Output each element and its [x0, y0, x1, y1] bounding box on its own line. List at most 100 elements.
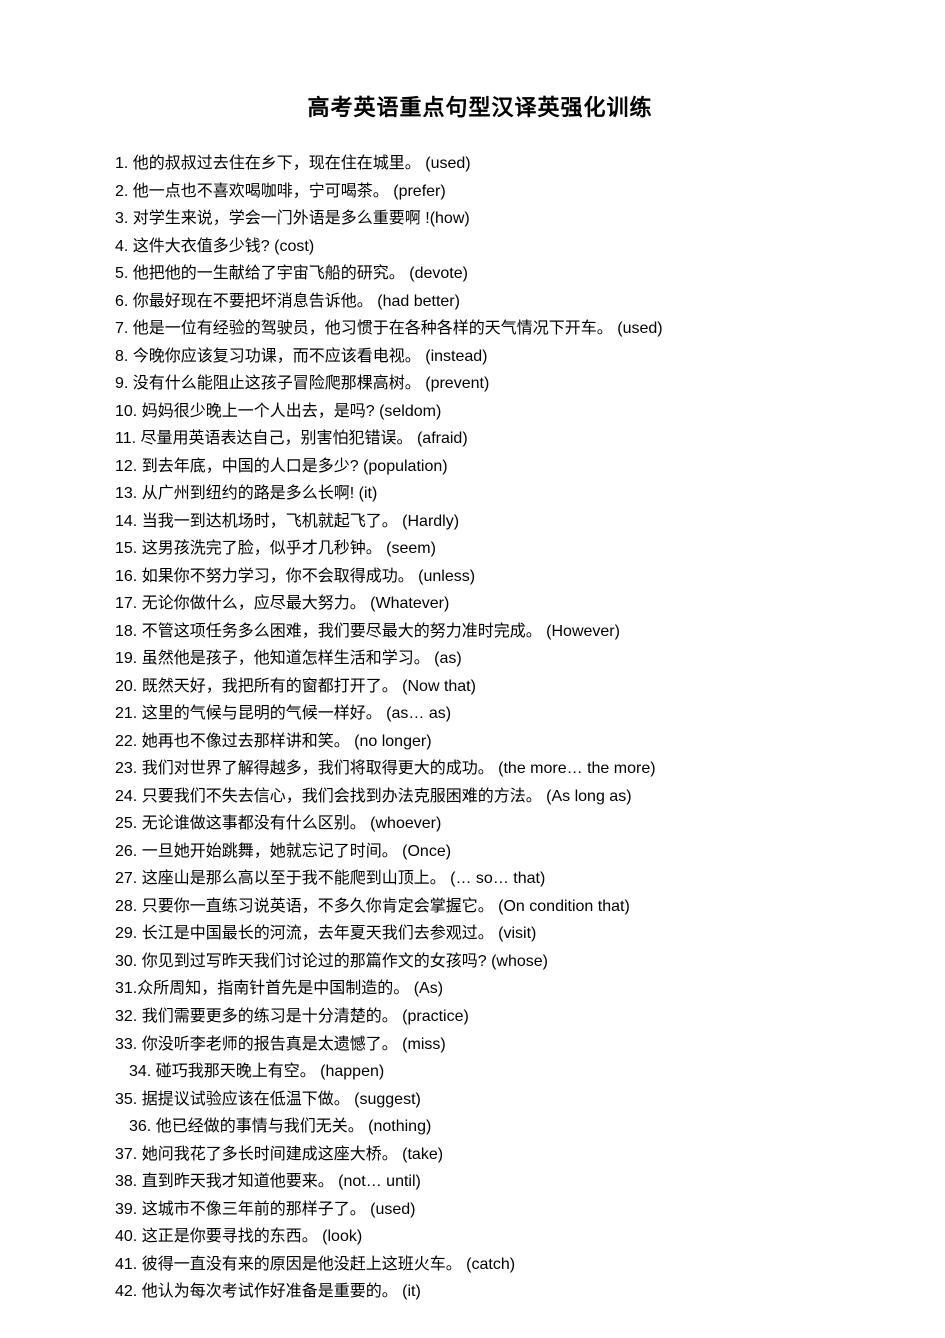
item-sentence: 这件大衣值多少钱?	[128, 238, 269, 255]
item-sentence: 彼得一直没有来的原因是他没赶上这班火车。	[137, 1256, 461, 1273]
list-item: 11. 尽量用英语表达自己，别害怕犯错误。 (afraid)	[115, 425, 845, 453]
list-item: 37. 她问我花了多长时间建成这座大桥。 (take)	[115, 1141, 845, 1169]
list-item: 38. 直到昨天我才知道他要来。 (not… until)	[115, 1168, 845, 1196]
list-item: 18. 不管这项任务多么困难，我们要尽最大的努力准时完成。 (However)	[115, 618, 845, 646]
item-hint: (unless)	[418, 568, 475, 585]
list-item: 27. 这座山是那么高以至于我不能爬到山顶上。 (… so… that)	[115, 865, 845, 893]
item-hint: (… so… that)	[450, 870, 545, 887]
list-item: 25. 无论谁做这事都没有什么区别。 (whoever)	[115, 810, 845, 838]
item-hint: (On condition that)	[498, 898, 630, 915]
item-number: 1.	[115, 155, 128, 172]
list-item: 22. 她再也不像过去那样讲和笑。 (no longer)	[115, 728, 845, 756]
list-item: 28. 只要你一直练习说英语，不多久你肯定会掌握它。 (On condition…	[115, 893, 845, 921]
item-sentence: 她问我花了多长时间建成这座大桥。	[137, 1146, 397, 1163]
item-hint: (cost)	[274, 238, 314, 255]
item-sentence: 尽量用英语表达自己，别害怕犯错误。	[136, 430, 412, 447]
list-item: 42. 他认为每次考试作好准备是重要的。 (it)	[115, 1278, 845, 1306]
item-hint: (used)	[617, 320, 662, 337]
item-number: 18.	[115, 623, 137, 640]
list-item: 36. 他已经做的事情与我们无关。 (nothing)	[115, 1113, 845, 1141]
item-number: 29.	[115, 925, 137, 942]
item-sentence: 这城市不像三年前的那样子了。	[137, 1201, 365, 1218]
item-sentence: 他认为每次考试作好准备是重要的。	[137, 1283, 397, 1300]
item-number: 13.	[115, 485, 137, 502]
item-number: 8.	[115, 348, 128, 365]
list-item: 2. 他一点也不喜欢喝咖啡，宁可喝茶。 (prefer)	[115, 178, 845, 206]
list-item: 24. 只要我们不失去信心，我们会找到办法克服困难的方法。 (As long a…	[115, 783, 845, 811]
item-number: 40.	[115, 1228, 137, 1245]
item-hint: (prevent)	[425, 375, 489, 392]
item-sentence: 他把他的一生献给了宇宙飞船的研究。	[128, 265, 404, 282]
list-item: 12. 到去年底，中国的人口是多少? (population)	[115, 453, 845, 481]
item-hint: (happen)	[320, 1063, 384, 1080]
item-hint: (used)	[425, 155, 470, 172]
item-sentence: 据提议试验应该在低温下做。	[137, 1091, 349, 1108]
item-hint: (whose)	[491, 953, 548, 970]
item-number: 25.	[115, 815, 137, 832]
item-number: 41.	[115, 1256, 137, 1273]
item-hint: (population)	[363, 458, 448, 475]
item-sentence: 只要我们不失去信心，我们会找到办法克服困难的方法。	[137, 788, 541, 805]
list-item: 8. 今晚你应该复习功课，而不应该看电视。 (instead)	[115, 343, 845, 371]
item-sentence: 这座山是那么高以至于我不能爬到山顶上。	[137, 870, 445, 887]
list-item: 15. 这男孩洗完了脸，似乎才几秒钟。 (seem)	[115, 535, 845, 563]
item-sentence: 妈妈很少晚上一个人出去，是吗?	[137, 403, 374, 420]
item-hint: !(how)	[425, 210, 469, 227]
item-sentence: 他的叔叔过去住在乡下，现在住在城里。	[128, 155, 420, 172]
item-hint: (practice)	[402, 1008, 469, 1025]
item-number: 36.	[129, 1118, 151, 1135]
item-number: 5.	[115, 265, 128, 282]
item-sentence: 当我一到达机场时，飞机就起飞了。	[137, 513, 397, 530]
list-item: 21. 这里的气候与昆明的气候一样好。 (as… as)	[115, 700, 845, 728]
item-sentence: 他是一位有经验的驾驶员，他习惯于在各种各样的天气情况下开车。	[128, 320, 612, 337]
item-hint: (as… as)	[386, 705, 451, 722]
list-item: 31.众所周知，指南针首先是中国制造的。 (As)	[115, 975, 845, 1003]
list-item: 20. 既然天好，我把所有的窗都打开了。 (Now that)	[115, 673, 845, 701]
item-sentence: 到去年底，中国的人口是多少?	[137, 458, 358, 475]
item-sentence: 长江是中国最长的河流，去年夏天我们去参观过。	[137, 925, 493, 942]
item-number: 27.	[115, 870, 137, 887]
list-item: 6. 你最好现在不要把坏消息告诉他。 (had better)	[115, 288, 845, 316]
item-number: 10.	[115, 403, 137, 420]
item-sentence: 你没听李老师的报告真是太遗憾了。	[137, 1036, 397, 1053]
item-hint: (afraid)	[417, 430, 468, 447]
item-number: 28.	[115, 898, 137, 915]
item-number: 37.	[115, 1146, 137, 1163]
item-number: 17.	[115, 595, 137, 612]
item-sentence: 这里的气候与昆明的气候一样好。	[137, 705, 381, 722]
item-sentence: 他一点也不喜欢喝咖啡，宁可喝茶。	[128, 183, 388, 200]
item-number: 11.	[115, 430, 136, 447]
list-item: 41. 彼得一直没有来的原因是他没赶上这班火车。 (catch)	[115, 1251, 845, 1279]
item-number: 33.	[115, 1036, 137, 1053]
item-hint: (devote)	[409, 265, 468, 282]
item-number: 6.	[115, 293, 128, 310]
list-item: 23. 我们对世界了解得越多，我们将取得更大的成功。 (the more… th…	[115, 755, 845, 783]
item-hint: (no longer)	[354, 733, 431, 750]
item-sentence: 你见到过写昨天我们讨论过的那篇作文的女孩吗?	[137, 953, 486, 970]
item-hint: (used)	[370, 1201, 415, 1218]
list-item: 7. 他是一位有经验的驾驶员，他习惯于在各种各样的天气情况下开车。 (used)	[115, 315, 845, 343]
item-number: 42.	[115, 1283, 137, 1300]
item-hint: (as)	[434, 650, 462, 667]
item-hint: (nothing)	[368, 1118, 431, 1135]
list-item: 1. 他的叔叔过去住在乡下，现在住在城里。 (used)	[115, 150, 845, 178]
item-sentence: 既然天好，我把所有的窗都打开了。	[137, 678, 397, 695]
item-sentence: 从广州到纽约的路是多么长啊!	[137, 485, 354, 502]
exercise-list: 1. 他的叔叔过去住在乡下，现在住在城里。 (used)2. 他一点也不喜欢喝咖…	[115, 150, 845, 1306]
item-sentence: 众所周知，指南针首先是中国制造的。	[137, 980, 409, 997]
list-item: 39. 这城市不像三年前的那样子了。 (used)	[115, 1196, 845, 1224]
item-sentence: 她再也不像过去那样讲和笑。	[137, 733, 349, 750]
item-hint: (catch)	[466, 1256, 515, 1273]
item-hint: (suggest)	[354, 1091, 421, 1108]
item-hint: (seem)	[386, 540, 436, 557]
list-item: 35. 据提议试验应该在低温下做。 (suggest)	[115, 1086, 845, 1114]
list-item: 16. 如果你不努力学习，你不会取得成功。 (unless)	[115, 563, 845, 591]
item-sentence: 对学生来说，学会一门外语是多么重要啊	[128, 210, 420, 227]
list-item: 29. 长江是中国最长的河流，去年夏天我们去参观过。 (visit)	[115, 920, 845, 948]
item-sentence: 不管这项任务多么困难，我们要尽最大的努力准时完成。	[137, 623, 541, 640]
item-number: 35.	[115, 1091, 137, 1108]
item-sentence: 我们对世界了解得越多，我们将取得更大的成功。	[137, 760, 493, 777]
item-hint: (seldom)	[379, 403, 441, 420]
item-number: 2.	[115, 183, 128, 200]
item-hint: (look)	[322, 1228, 362, 1245]
